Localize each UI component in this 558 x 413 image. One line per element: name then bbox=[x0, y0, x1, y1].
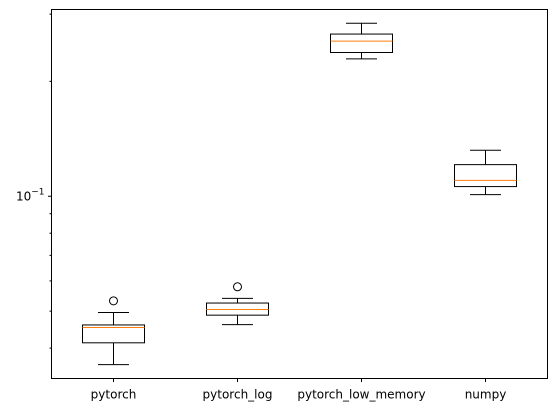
x-tick-label: pytorch_log bbox=[203, 388, 273, 402]
axes-frame bbox=[51, 9, 548, 379]
box-group-pytorch-log bbox=[206, 282, 269, 326]
box-iqr bbox=[330, 33, 393, 54]
box-iqr bbox=[82, 324, 145, 344]
x-axis: pytorch pytorch_log pytorch_low_memory nump… bbox=[91, 378, 507, 402]
x-tick-label: numpy bbox=[465, 388, 507, 402]
y-tick-label: 10−1 bbox=[16, 188, 45, 204]
box-iqr bbox=[454, 164, 517, 188]
y-axis: 10−1 bbox=[16, 13, 52, 349]
box-group-pytorch-low-memory bbox=[330, 22, 393, 60]
box-group-pytorch bbox=[82, 296, 145, 366]
box-group-numpy bbox=[454, 149, 517, 196]
outlier-point bbox=[109, 296, 118, 306]
y-tick-base: 10 bbox=[16, 190, 31, 204]
y-tick-exponent: −1 bbox=[31, 188, 44, 198]
x-tick-label: pytorch bbox=[91, 388, 137, 402]
outlier-point bbox=[233, 282, 242, 292]
x-tick-label: pytorch_low_memory bbox=[297, 388, 425, 402]
plot-area bbox=[82, 22, 517, 366]
